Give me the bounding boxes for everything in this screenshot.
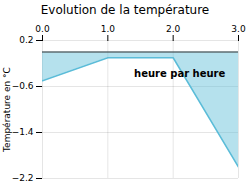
svg-text:−2.2: −2.2 [12, 173, 34, 183]
svg-text:3.0: 3.0 [231, 24, 246, 34]
svg-text:Température en °C: Température en °C [2, 67, 12, 153]
svg-text:2.0: 2.0 [166, 24, 181, 34]
svg-text:1.0: 1.0 [101, 24, 116, 34]
svg-text:−0.6: −0.6 [12, 81, 34, 91]
svg-text:0.0: 0.0 [35, 24, 50, 34]
html-text:Evolution de la température: Evolution de la température [40, 3, 210, 17]
svg-text:−1.4: −1.4 [12, 127, 34, 137]
svg-text:0.2: 0.2 [19, 35, 33, 45]
svg-text:heure par heure: heure par heure [134, 68, 225, 79]
